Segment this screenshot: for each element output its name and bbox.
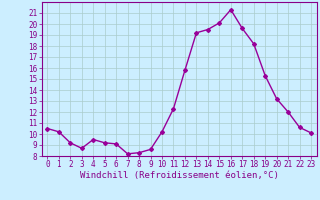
X-axis label: Windchill (Refroidissement éolien,°C): Windchill (Refroidissement éolien,°C) — [80, 171, 279, 180]
